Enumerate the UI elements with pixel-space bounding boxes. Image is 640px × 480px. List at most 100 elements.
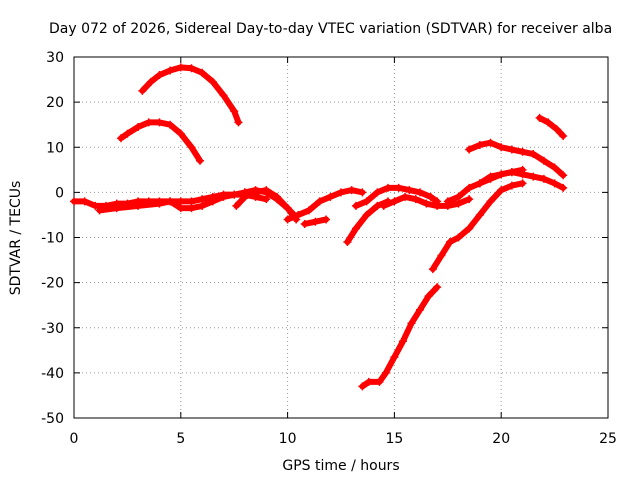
data-point bbox=[230, 107, 239, 116]
data-point bbox=[219, 91, 228, 100]
data-point bbox=[559, 171, 568, 180]
data-point bbox=[518, 165, 527, 174]
data-point bbox=[390, 353, 399, 362]
data-point bbox=[116, 134, 125, 143]
data-point bbox=[351, 224, 360, 233]
data-point bbox=[166, 120, 175, 129]
y-tick-label: 10 bbox=[46, 140, 64, 156]
series-arc-b bbox=[240, 186, 299, 219]
data-point bbox=[497, 170, 506, 179]
data-point bbox=[390, 197, 399, 206]
data-point bbox=[176, 197, 185, 206]
data-point bbox=[475, 179, 484, 188]
data-point bbox=[416, 305, 425, 314]
data-point bbox=[262, 188, 271, 197]
data-point bbox=[539, 174, 548, 183]
y-tick-label: 30 bbox=[46, 50, 64, 66]
data-point bbox=[465, 183, 474, 192]
data-point bbox=[240, 188, 249, 197]
data-point bbox=[507, 181, 516, 190]
data-point bbox=[146, 77, 155, 86]
data-point bbox=[343, 238, 352, 247]
series-right-top bbox=[535, 113, 568, 140]
data-point bbox=[208, 192, 217, 201]
data-point bbox=[375, 377, 384, 386]
data-point bbox=[552, 125, 561, 134]
data-point bbox=[304, 206, 313, 215]
data-point bbox=[373, 188, 382, 197]
x-tick-label: 25 bbox=[599, 431, 617, 447]
series-line bbox=[466, 139, 567, 179]
data-point bbox=[443, 197, 452, 206]
y-tick-label: 20 bbox=[46, 95, 64, 111]
data-point bbox=[486, 197, 495, 206]
data-point bbox=[559, 131, 568, 140]
data-point bbox=[80, 197, 89, 206]
data-point bbox=[544, 118, 553, 127]
data-point bbox=[433, 201, 442, 210]
data-point bbox=[294, 210, 303, 219]
y-tick-label: -40 bbox=[41, 366, 64, 382]
data-point bbox=[465, 195, 474, 204]
data-point bbox=[401, 192, 410, 201]
x-tick-label: 15 bbox=[385, 431, 403, 447]
data-point bbox=[70, 197, 78, 206]
chart-title: Day 072 of 2026, Sidereal Day-to-day VTE… bbox=[49, 21, 612, 37]
data-point bbox=[394, 183, 403, 192]
series-deep-arc bbox=[358, 283, 442, 391]
series-high-arc-2 bbox=[116, 118, 205, 165]
data-point bbox=[422, 199, 431, 208]
data-point bbox=[358, 188, 367, 197]
data-point bbox=[176, 129, 185, 138]
data-point bbox=[134, 201, 143, 210]
data-point bbox=[187, 64, 196, 73]
data-point bbox=[219, 190, 228, 199]
data-point bbox=[112, 204, 121, 213]
data-point bbox=[445, 238, 454, 247]
series-arc-c bbox=[283, 186, 367, 224]
data-point bbox=[454, 199, 463, 208]
y-tick-label: -50 bbox=[41, 411, 64, 427]
data-point bbox=[95, 206, 104, 215]
data-point bbox=[550, 163, 559, 172]
data-point bbox=[497, 143, 506, 152]
data-point bbox=[232, 201, 241, 210]
series-mid-arc-3 bbox=[379, 192, 474, 210]
x-tick-label: 10 bbox=[279, 431, 297, 447]
series-rise-arc bbox=[428, 179, 527, 274]
data-point bbox=[475, 210, 484, 219]
data-point bbox=[347, 186, 356, 195]
data-point bbox=[426, 192, 435, 201]
data-point bbox=[283, 204, 292, 213]
data-point bbox=[398, 337, 407, 346]
series-line bbox=[241, 187, 298, 218]
y-tick-label: -30 bbox=[41, 321, 64, 337]
data-point bbox=[187, 197, 196, 206]
data-point bbox=[539, 156, 548, 165]
data-point bbox=[416, 188, 425, 197]
data-point bbox=[166, 66, 175, 75]
series-arc-d bbox=[300, 215, 331, 228]
data-point bbox=[518, 179, 527, 188]
data-point bbox=[176, 204, 185, 213]
series-group bbox=[70, 63, 568, 391]
data-point bbox=[198, 68, 207, 77]
data-point bbox=[465, 224, 474, 233]
data-point bbox=[507, 145, 516, 154]
data-point bbox=[155, 199, 164, 208]
data-point bbox=[351, 201, 360, 210]
data-point bbox=[155, 71, 164, 80]
data-point bbox=[507, 168, 516, 177]
series-line bbox=[536, 114, 567, 139]
grid bbox=[74, 57, 608, 418]
data-point bbox=[424, 292, 433, 301]
data-point bbox=[262, 195, 271, 204]
data-point bbox=[433, 283, 442, 292]
data-point bbox=[381, 368, 390, 377]
y-axis-label: SDTVAR / TECUs bbox=[8, 181, 24, 296]
data-point bbox=[315, 197, 324, 206]
series-high-arc-1 bbox=[138, 63, 243, 127]
data-point bbox=[337, 188, 345, 197]
data-point bbox=[155, 118, 164, 127]
